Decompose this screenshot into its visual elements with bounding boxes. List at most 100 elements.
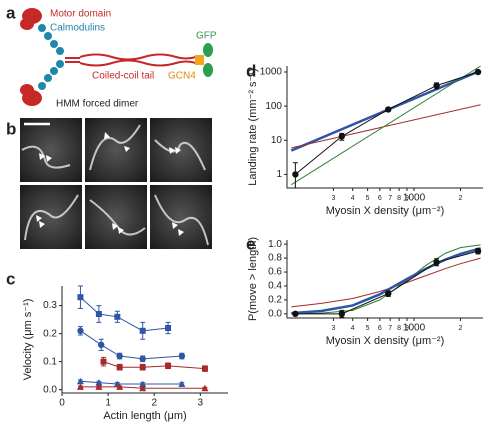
x-tick-label: 8 [397,325,401,332]
x-axis-label: Actin length (μm) [103,410,186,422]
point [116,364,123,371]
x-tick-label: 2 [459,325,463,332]
point [201,384,209,392]
panel-label: e [246,234,255,253]
point [95,383,103,390]
y-axis-label: P(move > length) [247,237,259,321]
x-tick-label: 3 [198,398,204,409]
y-tick-label: 1.0 [268,239,282,250]
series-line [80,380,182,385]
x-tick-label: 4 [351,325,355,332]
x-tick-label: 1 [105,398,111,409]
diagram: Motor domain Calmodulins Coiled-coil tai… [20,8,217,110]
x-tick-label: 5 [366,195,370,202]
diagram-label: GFP [196,31,217,42]
point [474,68,482,76]
series-line [295,71,479,175]
point [165,362,172,369]
x-tick-label: 7 [388,325,392,332]
x-tick-label: 3 [331,325,335,332]
x-tick-label: 6 [378,325,382,332]
y-axis-label: Landing rate (mm⁻² s⁻¹) [247,68,259,185]
point [338,310,346,318]
x-tick-label: 4 [351,195,355,202]
panel-label: b [6,119,16,138]
point [95,379,103,386]
series-line [295,250,479,315]
fit-line [291,65,481,186]
point [139,380,147,388]
x-tick-label: 2 [151,398,157,409]
x-tick-label: 1000 [403,193,426,204]
point [97,341,105,349]
point [292,310,299,318]
point [201,365,208,372]
x-tick-label: 2 [459,195,463,202]
y-tick-label: 1000 [260,67,283,78]
diagram-label: HMM forced dimer [56,99,139,110]
point [77,294,84,301]
axis [286,66,483,189]
point [139,384,147,392]
x-tick-label: 6 [378,195,382,202]
x-tick-label: 5 [366,325,370,332]
y-tick-label: 0.8 [268,253,282,264]
point [474,247,482,255]
y-tick-label: 0.1 [43,356,57,367]
x-tick-label: 9 [405,195,409,202]
panel-label: a [6,3,16,22]
fit-line [291,104,481,149]
point [385,106,392,113]
point [76,383,84,390]
point [178,380,186,388]
point [178,352,186,360]
x-tick-label: 9 [405,325,409,332]
point [165,325,172,332]
x-axis-label: Myosin X density (μm⁻²) [326,205,445,217]
point [292,171,299,178]
diagram-label: GCN4 [168,71,196,82]
point [116,352,123,360]
diagram-label: Coiled-coil tail [92,71,154,82]
panel-label: d [246,61,256,80]
y-tick-label: 0.3 [43,300,57,311]
series-line [80,296,169,332]
point [100,358,107,365]
x-axis-label: Myosin X density (μm⁻²) [326,335,445,347]
diagram-label: Calmodulins [50,23,105,34]
y-tick-label: 0.2 [43,328,57,339]
point [77,327,84,335]
x-tick-label: 8 [397,195,401,202]
point [139,364,146,371]
point [433,259,440,266]
point [139,355,146,363]
y-tick-label: 0.4 [268,281,282,292]
diagram-label: Motor domain [50,9,111,20]
fit-line [291,247,481,315]
y-tick-label: 0.0 [43,384,57,395]
point [385,290,392,297]
y-tick-label: 10 [271,135,283,146]
point [95,311,102,318]
x-tick-label: 0 [59,398,65,409]
point [76,377,84,385]
point [139,327,146,334]
point [338,133,346,140]
x-tick-label: 3 [331,195,335,202]
y-tick-label: 0.6 [268,267,282,278]
y-tick-label: 1 [276,169,282,180]
point [433,82,440,89]
panel-label: c [6,269,15,288]
y-tick-label: 0.0 [268,308,282,319]
point [116,383,124,390]
y-tick-label: 0.2 [268,295,282,306]
micrographs [20,118,212,249]
x-tick-label: 1000 [403,323,426,334]
y-axis-label: Velocity (μm s⁻¹) [22,299,34,381]
y-tick-label: 100 [265,101,282,112]
fit-line [291,257,481,308]
axis [286,240,483,319]
x-tick-label: 7 [388,195,392,202]
point [114,313,121,320]
